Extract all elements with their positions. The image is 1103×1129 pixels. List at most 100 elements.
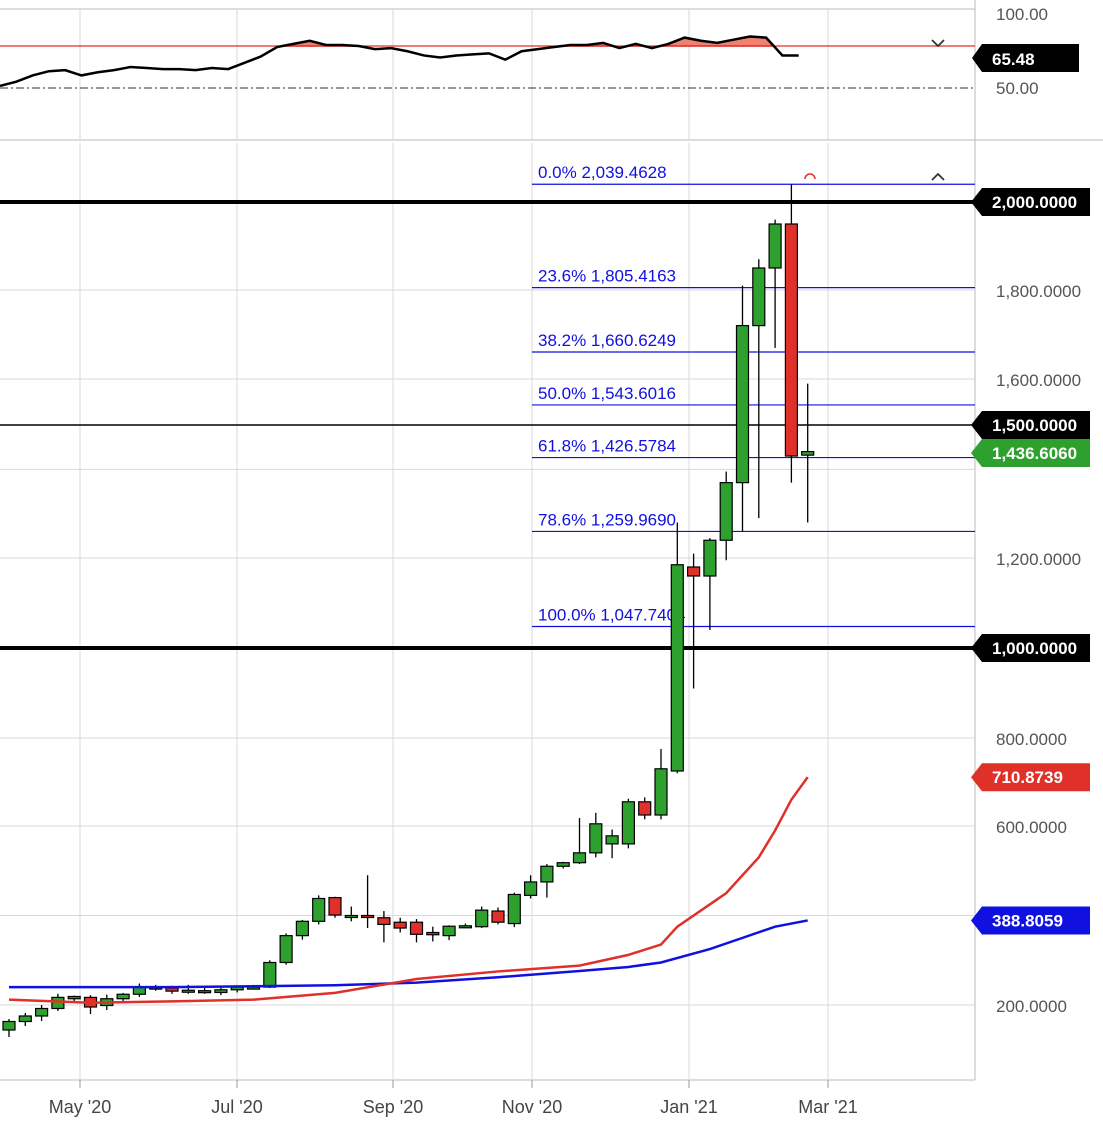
candle-body bbox=[686, 566, 701, 577]
candle-body bbox=[116, 993, 130, 1000]
candle bbox=[361, 875, 375, 929]
fib-level-label: 0.0% 2,039.4628 bbox=[538, 163, 667, 182]
candle bbox=[442, 925, 456, 941]
candle-body bbox=[51, 996, 65, 1010]
candle-body bbox=[198, 990, 212, 994]
candle-body bbox=[540, 865, 554, 883]
x-axis-tick-label: Jan '21 bbox=[660, 1097, 717, 1117]
rsi-panel: 100.00 50.00 65.48 bbox=[0, 0, 1103, 141]
price-badge-label: 1,436.6060 bbox=[992, 444, 1077, 463]
candle bbox=[784, 184, 799, 483]
candle-body bbox=[393, 921, 407, 929]
candle bbox=[279, 933, 293, 965]
candle bbox=[768, 219, 782, 348]
candle bbox=[638, 797, 652, 820]
chevron-down-icon[interactable] bbox=[931, 39, 945, 48]
candle bbox=[458, 923, 472, 929]
candle bbox=[735, 285, 750, 532]
candle-body bbox=[426, 931, 440, 936]
candle-body bbox=[572, 852, 587, 864]
fast-moving-average-line bbox=[8, 776, 809, 1005]
candle-body bbox=[801, 451, 815, 456]
candle bbox=[621, 798, 636, 849]
candle bbox=[491, 907, 505, 925]
x-axis-tick-label: May '20 bbox=[49, 1097, 111, 1117]
candle bbox=[752, 259, 766, 519]
candle bbox=[34, 1005, 49, 1021]
level-badge-label: 2,000.0000 bbox=[992, 193, 1077, 212]
candle bbox=[328, 896, 342, 918]
candle bbox=[344, 906, 358, 922]
level-badge-label: 1,500.0000 bbox=[992, 416, 1077, 435]
candle-body bbox=[409, 921, 424, 935]
candle bbox=[116, 992, 130, 1002]
candle-body bbox=[735, 325, 750, 484]
candle-body bbox=[621, 801, 636, 845]
candle-body bbox=[507, 893, 521, 925]
candle bbox=[263, 960, 277, 988]
rsi-line bbox=[0, 35, 799, 88]
candle-body bbox=[328, 896, 342, 916]
candle-body bbox=[589, 823, 603, 854]
candle bbox=[523, 875, 538, 899]
slow-moving-average-line bbox=[9, 919, 808, 989]
candle-body bbox=[2, 1020, 16, 1031]
candle-body bbox=[295, 920, 309, 937]
price-badge-label: 710.8739 bbox=[992, 768, 1063, 787]
price-badge-shape bbox=[971, 439, 1090, 467]
candle-body bbox=[312, 897, 326, 922]
candle bbox=[572, 818, 587, 865]
candle bbox=[605, 829, 619, 859]
candle-body bbox=[279, 935, 293, 964]
candle bbox=[686, 553, 701, 689]
candle-body bbox=[34, 1007, 49, 1017]
rsi-value-badge: 65.48 bbox=[972, 44, 1079, 72]
fib-level-label: 100.0% 1,047.7404 bbox=[538, 606, 685, 625]
price-badge-shape bbox=[971, 906, 1090, 935]
candle-body bbox=[784, 223, 799, 457]
y-axis-tick-label: 1,600.0000 bbox=[996, 371, 1081, 390]
candle-body bbox=[181, 989, 195, 993]
candle-body bbox=[654, 768, 668, 816]
candle-body bbox=[670, 564, 684, 772]
candle bbox=[214, 987, 228, 996]
candle-body bbox=[263, 961, 277, 988]
level-badge: 1,500.0000 bbox=[971, 411, 1090, 439]
price-panel: 0.0% 2,039.4628 23.6% 1,805.4163 38.2% 1,6… bbox=[0, 140, 1090, 1117]
candle-body bbox=[67, 995, 81, 1000]
y-axis-tick-label: 200.0000 bbox=[996, 997, 1067, 1016]
candle-body bbox=[719, 482, 733, 541]
candle-body bbox=[768, 223, 782, 269]
x-axis-tick-label: Sep '20 bbox=[363, 1097, 424, 1117]
y-axis-tick-label: 800.0000 bbox=[996, 730, 1067, 749]
candle bbox=[312, 895, 326, 925]
rsi-upper-label: 100.00 bbox=[996, 5, 1048, 24]
price-badge-label: 388.8059 bbox=[992, 912, 1063, 931]
candle-body bbox=[752, 267, 766, 327]
x-axis-tick-label: Jul '20 bbox=[211, 1097, 262, 1117]
fib-level-label: 50.0% 1,543.6016 bbox=[538, 384, 676, 403]
fib-level-label: 61.8% 1,426.5784 bbox=[538, 437, 676, 456]
candle bbox=[556, 861, 570, 869]
candle bbox=[377, 911, 391, 943]
candle-body bbox=[442, 925, 456, 937]
rsi-value-label: 65.48 bbox=[992, 50, 1035, 69]
y-axis-tick-label: 1,800.0000 bbox=[996, 282, 1081, 301]
level-badge-shape bbox=[971, 188, 1090, 216]
price-badge: 388.8059 bbox=[971, 906, 1090, 935]
y-axis-tick-label: 600.0000 bbox=[996, 818, 1067, 837]
candle bbox=[295, 919, 309, 940]
candle bbox=[654, 749, 668, 820]
candle-body bbox=[638, 801, 652, 816]
level-badge: 2,000.0000 bbox=[971, 188, 1090, 216]
candle bbox=[475, 906, 489, 929]
fib-level-label: 23.6% 1,805.4163 bbox=[538, 267, 676, 286]
candle-body bbox=[361, 914, 375, 919]
candle bbox=[703, 538, 717, 630]
chevron-up-icon[interactable] bbox=[931, 172, 945, 181]
candle bbox=[198, 987, 212, 994]
candle bbox=[132, 983, 146, 997]
high-marker-icon bbox=[804, 173, 816, 180]
y-axis-tick-label: 1,200.0000 bbox=[996, 550, 1081, 569]
